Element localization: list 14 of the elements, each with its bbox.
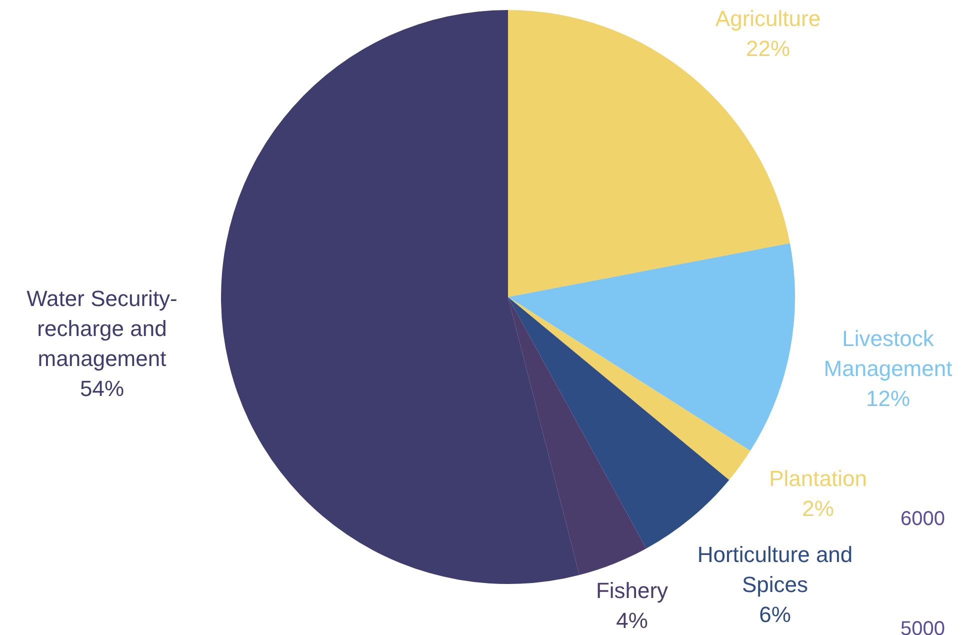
slice-label: Horticulture and Spices [697, 542, 853, 598]
text: 6000 [900, 508, 945, 531]
data-label: 2% [802, 496, 834, 522]
data-label: 6% [759, 602, 791, 628]
slice-label: Fishery [596, 578, 668, 604]
data-label: 54% [80, 376, 124, 402]
data-label: 22% [746, 36, 790, 62]
slice-label: Plantation [769, 466, 867, 492]
data-label: 12% [866, 386, 910, 412]
slice-label: Water Security-recharge and management [26, 286, 178, 372]
slice-label: Agriculture [715, 6, 821, 32]
text: 5000 [900, 618, 945, 635]
slice-label: Livestock Management [824, 326, 952, 382]
data-label: 4% [616, 608, 648, 634]
